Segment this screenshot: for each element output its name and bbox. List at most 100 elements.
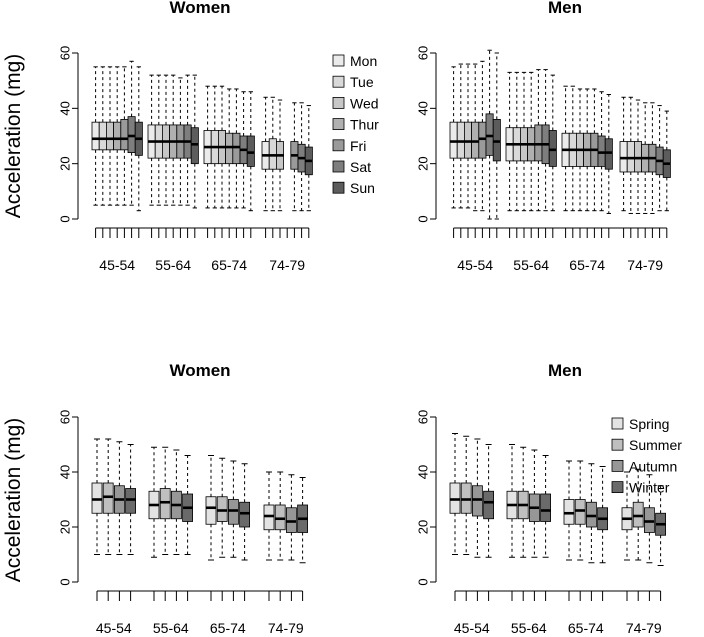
x-tick-label: 55-64 (513, 257, 549, 273)
box-summer-74-79 (274, 471, 286, 561)
chart-title: Women (169, 0, 230, 17)
box-thur-45-54 (471, 63, 480, 212)
x-tick-label: 65-74 (569, 257, 605, 273)
box-sun-74-79 (304, 105, 313, 212)
box-mon-45-54 (91, 66, 100, 206)
box-iqr (548, 130, 557, 167)
box-iqr (227, 499, 239, 525)
box-summer-74-79 (632, 468, 644, 561)
y-tick-label: 0 (57, 578, 72, 585)
x-tick-label: 45-54 (457, 257, 493, 273)
y-tick-label: 20 (415, 520, 430, 534)
box-spring-55-64 (506, 444, 518, 558)
box-sun-45-54 (134, 66, 143, 212)
y-axis-label: Acceleration (mg) (2, 418, 25, 583)
panel-3: Women Acceleration (mg) 0 20 40 60 45-54 55-64 6… (2, 361, 309, 636)
x-tick-label: 74-79 (627, 257, 663, 273)
box-iqr (586, 501, 597, 528)
chart-title: Men (548, 0, 582, 17)
box-autumn-74-79 (285, 474, 297, 561)
y-tick-label: 40 (57, 101, 72, 115)
box-summer-45-54 (102, 438, 114, 555)
box-autumn-55-64 (170, 449, 182, 555)
x-tick-label: 65-74 (211, 257, 247, 273)
y-axis-label: Acceleration (mg) (2, 54, 25, 219)
legend-label: Sun (350, 180, 375, 196)
box-fri-74-79 (290, 102, 299, 212)
legend-label: Tue (350, 74, 374, 90)
legend-swatch (332, 118, 345, 130)
box-autumn-74-79 (644, 474, 655, 564)
legend-swatch (332, 181, 345, 194)
box-autumn-65-74 (586, 463, 597, 564)
box-summer-45-54 (460, 435, 472, 555)
box-wed-65-74 (576, 88, 585, 212)
panel-1: Women Acceleration (mg) 0 20 40 60 45-54 55-64 6… (2, 0, 379, 273)
box-iqr (471, 121, 480, 159)
box-iqr (91, 121, 100, 151)
y-tick-label: 60 (415, 46, 430, 60)
box-iqr (604, 138, 613, 170)
box-mon-74-79 (261, 96, 270, 212)
box-sat-74-79 (655, 105, 664, 212)
x-tick-label: 55-64 (155, 257, 191, 273)
box-spring-45-54 (91, 438, 103, 555)
box-wed-65-74 (217, 85, 226, 209)
legend-swatch (332, 139, 345, 152)
box-iqr (563, 499, 575, 525)
legend-swatch (611, 459, 624, 472)
box-thur-55-64 (527, 71, 536, 212)
legend-swatch (611, 417, 624, 430)
legend-label: Summer (629, 437, 682, 453)
box-wed-55-64 (161, 74, 170, 206)
box-iqr (619, 141, 628, 173)
y-tick-label: 40 (415, 465, 430, 479)
box-sun-65-74 (246, 91, 255, 212)
box-tue-65-74 (210, 85, 219, 209)
y-tick-label: 60 (415, 410, 430, 424)
box-fri-65-74 (232, 88, 241, 209)
box-iqr (113, 121, 122, 151)
x-tick-label: 55-64 (153, 620, 189, 636)
box-sat-55-64 (183, 74, 192, 206)
box-fri-55-64 (176, 77, 185, 206)
box-iqr (274, 504, 286, 531)
box-iqr (471, 485, 483, 517)
box-iqr (225, 132, 234, 165)
box-spring-65-74 (205, 455, 217, 561)
box-thur-45-54 (113, 66, 122, 206)
box-winter-45-54 (483, 444, 495, 558)
y-tick-label: 20 (57, 156, 72, 170)
legend-label: Sat (350, 159, 371, 175)
box-autumn-55-64 (529, 449, 540, 558)
box-iqr (263, 504, 275, 531)
y-tick-label: 0 (415, 578, 430, 585)
legend-label: Winter (629, 480, 670, 496)
box-tue-65-74 (568, 85, 577, 212)
box-sun-74-79 (662, 110, 671, 212)
box-thur-55-64 (169, 74, 178, 206)
box-sat-55-64 (541, 69, 550, 212)
box-mon-65-74 (203, 85, 212, 209)
box-fri-74-79 (648, 102, 657, 214)
legend-label: Spring (629, 416, 669, 432)
box-iqr (574, 499, 586, 525)
box-wed-45-54 (463, 63, 472, 209)
legend-swatch (332, 54, 345, 67)
box-iqr (478, 121, 487, 159)
legend-label: Wed (350, 95, 379, 111)
box-iqr (159, 488, 171, 520)
x-tick-label: 74-79 (269, 257, 305, 273)
x-tick-label: 55-64 (511, 620, 547, 636)
chart-title: Men (548, 361, 582, 380)
box-iqr (98, 121, 107, 151)
box-iqr (285, 507, 297, 533)
box-iqr (106, 121, 115, 151)
legend-label: Fri (350, 138, 366, 154)
box-wed-74-79 (634, 99, 643, 214)
box-iqr (449, 121, 458, 159)
legend-seasons: Spring Summer Autumn Winter (611, 416, 682, 496)
box-iqr (626, 141, 635, 173)
box-mon-55-64 (505, 71, 514, 212)
box-winter-55-64 (182, 455, 194, 555)
